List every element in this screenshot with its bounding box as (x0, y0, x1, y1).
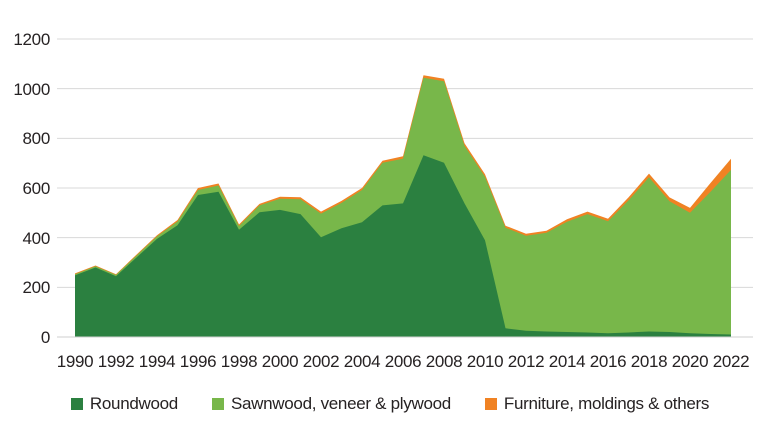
x-tick-label: 1994 (138, 352, 176, 371)
legend-label-roundwood: Roundwood (89, 394, 178, 413)
legend-item-furniture: Furniture, moldings & others (484, 394, 710, 414)
y-tick-label: 400 (22, 228, 51, 248)
x-tick-label: 2004 (343, 352, 381, 371)
legend-swatch-roundwood (70, 398, 83, 410)
x-tick-label: 2002 (302, 352, 340, 371)
x-tick-label: 2008 (425, 352, 463, 371)
chart-legend: Roundwood Sawnwood, veneer & plywood Fur… (0, 394, 780, 414)
x-tick-label: 2012 (507, 352, 545, 371)
legend-label-furniture: Furniture, moldings & others (503, 394, 710, 413)
legend-swatch-furniture (484, 398, 497, 410)
y-tick-label: 1200 (13, 30, 50, 49)
legend-swatch-sawnwood (211, 398, 224, 410)
x-tick-label: 1996 (179, 352, 217, 371)
legend-item-sawnwood: Sawnwood, veneer & plywood (211, 394, 451, 414)
y-tick-label: 200 (22, 278, 51, 298)
legend-item-roundwood: Roundwood (70, 394, 178, 414)
y-tick-label: 1000 (13, 79, 50, 99)
x-tick-label: 2010 (466, 352, 504, 371)
x-tick-label: 2000 (261, 352, 299, 371)
y-tick-label: 800 (22, 129, 51, 149)
x-tick-label: 2006 (384, 352, 422, 371)
x-tick-label: 2018 (630, 352, 668, 371)
x-tick-label: 2020 (671, 352, 709, 371)
x-tick-label: 1998 (220, 352, 258, 371)
x-tick-label: 2022 (712, 352, 750, 371)
area-roundwood (75, 155, 731, 337)
x-tick-label: 2014 (548, 352, 586, 371)
x-tick-label: 2016 (589, 352, 627, 371)
y-tick-label: 0 (40, 328, 50, 347)
legend-label-sawnwood: Sawnwood, veneer & plywood (230, 394, 451, 413)
x-tick-label: 1992 (97, 352, 135, 371)
y-tick-label: 600 (22, 179, 51, 198)
x-tick-label: 1990 (56, 352, 94, 371)
